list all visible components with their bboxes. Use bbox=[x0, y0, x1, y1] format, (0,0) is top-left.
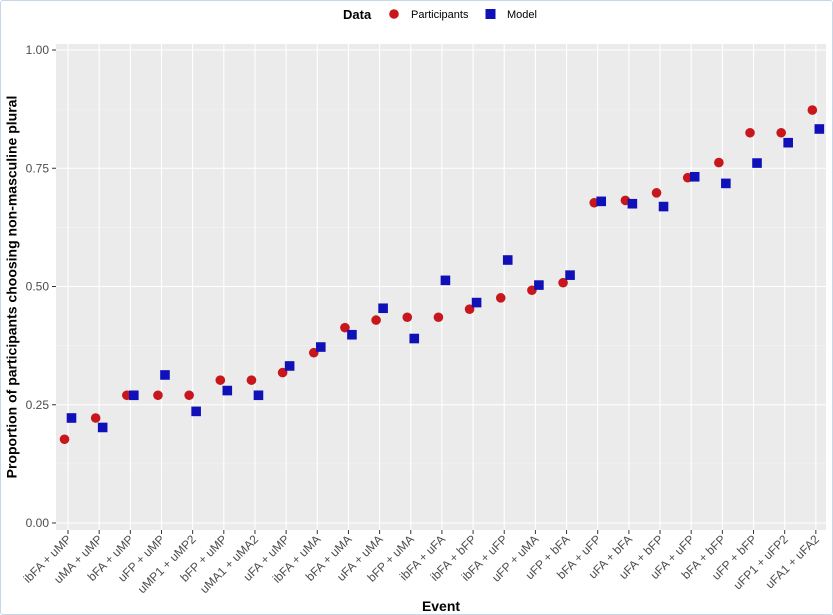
legend-label-model: Model bbox=[507, 9, 537, 21]
model-point bbox=[97, 422, 108, 433]
participants-point bbox=[651, 188, 662, 198]
participants-point bbox=[184, 390, 194, 401]
model-point bbox=[627, 198, 638, 209]
legend-title: Data bbox=[343, 7, 372, 22]
model-point bbox=[534, 280, 544, 290]
participants-point bbox=[246, 375, 257, 385]
participants-point bbox=[90, 413, 101, 423]
participants-point bbox=[714, 157, 724, 168]
legend-key-model bbox=[485, 9, 496, 19]
participants-point bbox=[495, 293, 506, 303]
model-point bbox=[347, 329, 357, 340]
participants-point bbox=[215, 375, 226, 385]
participants-point bbox=[745, 127, 755, 138]
model-point bbox=[814, 124, 825, 134]
model-point bbox=[565, 270, 575, 280]
data-points bbox=[59, 105, 825, 445]
legend-key-participants bbox=[389, 9, 399, 19]
participants-point bbox=[433, 312, 444, 323]
model-point bbox=[783, 137, 793, 148]
model-point bbox=[222, 385, 233, 396]
y-tick-label: 0.75 bbox=[26, 161, 50, 175]
model-point bbox=[253, 390, 264, 401]
model-point bbox=[378, 303, 388, 314]
participants-point bbox=[807, 105, 818, 115]
model-point bbox=[752, 158, 762, 168]
participants-point bbox=[371, 315, 381, 325]
model-point bbox=[160, 370, 170, 380]
y-axis-ticks: 0.00 0.25 0.50 0.75 1.00 bbox=[26, 43, 56, 530]
y-tick-label: 0.00 bbox=[26, 516, 50, 530]
participants-point bbox=[402, 312, 413, 323]
y-axis-title: Proportion of participants choosing non-… bbox=[4, 96, 20, 479]
model-point bbox=[66, 413, 77, 423]
model-point bbox=[315, 342, 326, 352]
y-tick-label: 0.25 bbox=[26, 398, 50, 412]
minor-gridlines bbox=[56, 108, 826, 465]
major-gridlines bbox=[56, 44, 826, 530]
model-point bbox=[721, 178, 731, 189]
legend-label-participants: Participants bbox=[411, 9, 469, 21]
model-point bbox=[689, 171, 700, 182]
model-point bbox=[129, 390, 139, 401]
model-point bbox=[658, 201, 669, 212]
model-point bbox=[471, 297, 482, 308]
model-point bbox=[440, 275, 451, 286]
participants-point bbox=[59, 434, 70, 445]
model-point bbox=[409, 333, 420, 344]
model-point bbox=[284, 361, 295, 371]
participants-point bbox=[558, 277, 568, 288]
participants-point bbox=[776, 127, 786, 138]
legend: Data Participants Model bbox=[343, 7, 537, 22]
model-point bbox=[502, 255, 513, 265]
model-point bbox=[596, 196, 607, 207]
model-point bbox=[191, 406, 201, 417]
y-tick-label: 0.50 bbox=[26, 280, 50, 294]
y-tick-label: 1.00 bbox=[26, 43, 50, 57]
x-axis-title: Event bbox=[422, 598, 460, 614]
participants-point bbox=[153, 390, 163, 401]
